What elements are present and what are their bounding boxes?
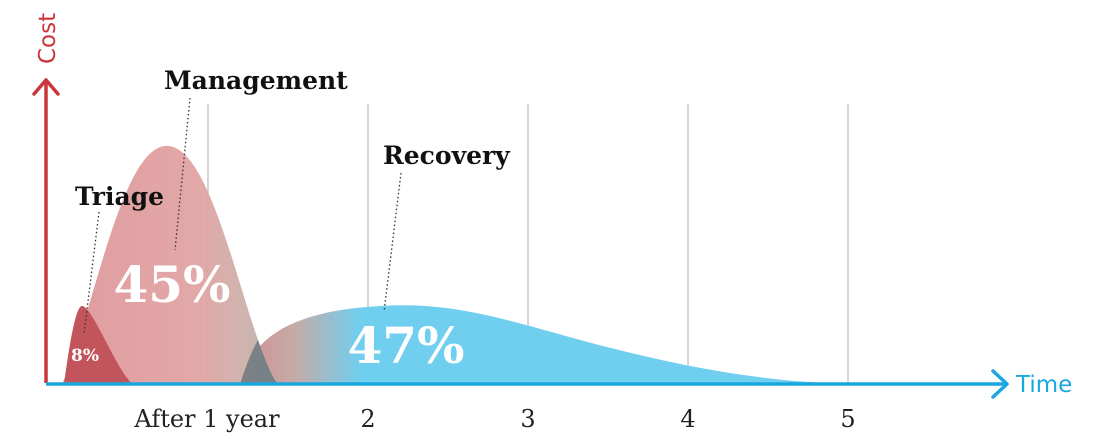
management-share: 45% bbox=[113, 255, 230, 314]
management-label: Management bbox=[164, 66, 348, 95]
triage-area bbox=[64, 306, 132, 384]
x-tick-label: 3 bbox=[520, 405, 535, 433]
y-axis-title: Cost bbox=[35, 13, 61, 64]
triage-label: Triage bbox=[75, 182, 164, 211]
x-tick-label: 2 bbox=[360, 405, 375, 433]
label-connectors bbox=[83, 97, 402, 335]
cost-axis-arrow-icon bbox=[32, 78, 60, 96]
x-tick-label: 4 bbox=[680, 405, 695, 433]
management-connector bbox=[174, 97, 191, 251]
recovery-share: 47% bbox=[347, 316, 464, 375]
x-tick-label: 5 bbox=[840, 405, 855, 433]
x-tick-label: After 1 year bbox=[133, 405, 280, 433]
triage-connector bbox=[83, 211, 100, 335]
recovery-connector bbox=[383, 172, 402, 313]
recovery-label: Recovery bbox=[383, 141, 511, 170]
triage-share: 8% bbox=[71, 346, 99, 366]
time-axis-arrow-icon bbox=[991, 369, 1009, 399]
cost-axis bbox=[32, 78, 60, 383]
x-axis-title: Time bbox=[1015, 372, 1072, 398]
recovery-area bbox=[240, 305, 860, 384]
time-axis bbox=[46, 369, 1009, 399]
overlap-area bbox=[240, 340, 278, 384]
management-area bbox=[62, 145, 278, 384]
